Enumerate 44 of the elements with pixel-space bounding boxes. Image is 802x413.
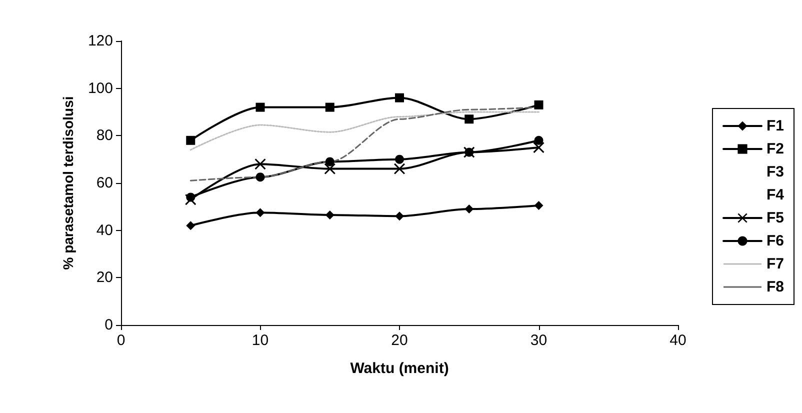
legend-label: F6 (766, 232, 784, 250)
y-tick-label: 60 (96, 174, 113, 192)
point (256, 208, 265, 218)
point (256, 102, 265, 112)
y-tick-label: 100 (88, 80, 113, 97)
point (395, 93, 404, 102)
point (325, 210, 334, 220)
point (395, 154, 404, 164)
point (186, 221, 196, 230)
point (186, 192, 196, 202)
point (186, 136, 196, 145)
y-tick-label: 20 (96, 269, 113, 286)
x-tick-label: 20 (391, 332, 408, 349)
y-axis-title: % parasetamol terdisolusi (60, 96, 76, 270)
point (534, 200, 544, 210)
x-tick-label: 30 (530, 332, 548, 349)
point (534, 100, 544, 110)
point (325, 157, 334, 166)
legend-label: F8 (766, 278, 784, 296)
line-series (190, 111, 540, 151)
text: F4 (766, 186, 785, 204)
point (325, 102, 334, 112)
y-tick-label: 0 (104, 316, 113, 334)
point (395, 212, 404, 221)
point (534, 136, 544, 145)
legend-label: F5 (766, 210, 784, 226)
y-tick-label: 40 (96, 222, 113, 239)
legend-label: F2 (766, 140, 784, 158)
x-tick-label: 0 (116, 332, 126, 349)
point (254, 158, 266, 170)
point (324, 163, 336, 174)
y-tick-label: 80 (96, 127, 113, 144)
x-tick-label: 40 (670, 332, 686, 349)
x-axis-title: Waktu (menit) (350, 360, 449, 377)
point (533, 142, 544, 153)
point (256, 172, 265, 182)
legend-label: F1 (766, 118, 784, 134)
point (464, 204, 474, 214)
legend-label: F7 (766, 256, 784, 272)
x-tick-label: 10 (252, 332, 269, 349)
y-tick-label: 120 (88, 32, 113, 50)
text: F3 (766, 164, 784, 180)
point (394, 163, 405, 174)
point (464, 114, 474, 124)
